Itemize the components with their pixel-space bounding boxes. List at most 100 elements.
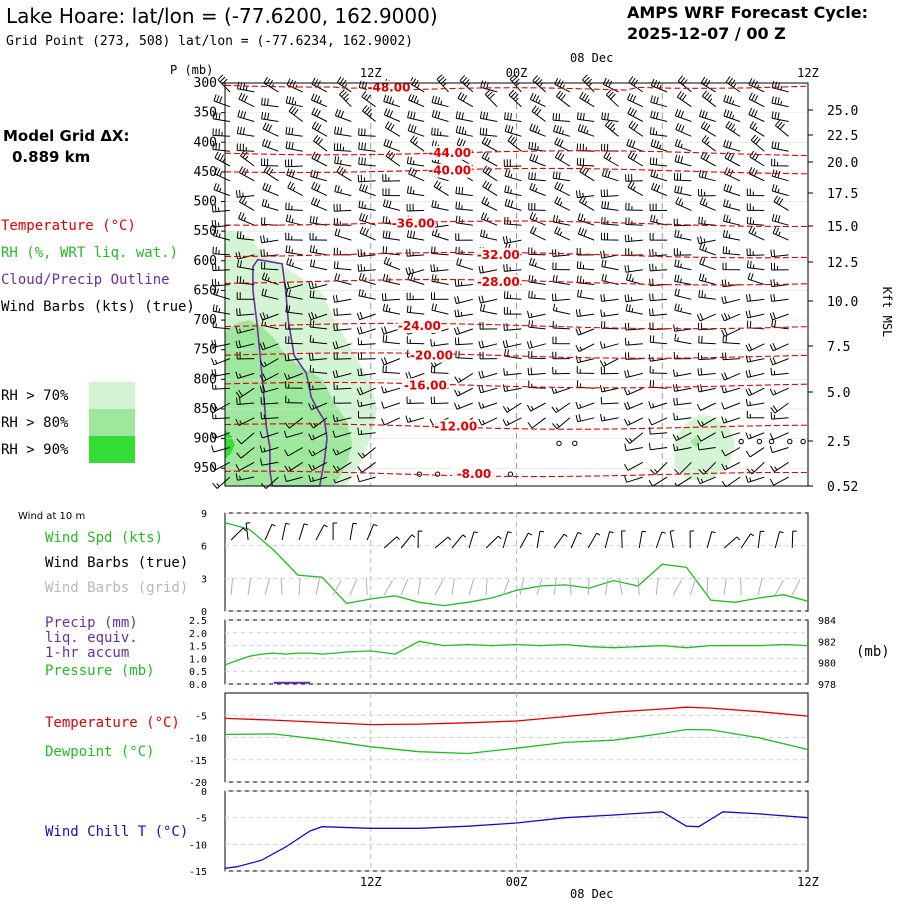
surface-wind-barb-true <box>282 523 290 540</box>
precip-accum-label: 1-hr accum <box>45 645 129 661</box>
surface-wind-barb-true <box>350 523 357 540</box>
pressure-axis-label: P (mb) <box>170 63 213 77</box>
time-tick-label-bottom: 12Z <box>797 875 819 889</box>
surface-wind-barb-true <box>486 536 501 548</box>
wind-barbs-grid-label: Wind Barbs (grid) <box>45 580 188 596</box>
time-tick-label-top: 12Z <box>797 66 819 80</box>
pressure-tick-label: 650 <box>194 283 217 298</box>
dewpoint-label: Dewpoint (°C) <box>45 744 155 760</box>
pressure-tick-label: 600 <box>194 254 217 269</box>
height-tick-label: 2.5 <box>827 435 850 450</box>
wind-barbs-true-label: Wind Barbs (true) <box>45 555 188 571</box>
precip-tick-label: 1.5 <box>189 642 207 653</box>
surface-wind-barb-grid <box>401 579 408 595</box>
height-tick-label: 17.5 <box>827 187 858 202</box>
pressure-tick-label: 950 <box>194 461 217 476</box>
surface-wind-barb-grid <box>605 578 608 595</box>
surface-wind-barb-grid <box>758 578 762 595</box>
surface-wind-barb-grid <box>724 578 726 595</box>
wind-chill-label: Wind Chill T (°C) <box>45 824 188 840</box>
temperature-contour-label: -40.00 <box>428 164 471 178</box>
temperature-tick-label: -5 <box>195 711 207 722</box>
precip-tick-label: 0.5 <box>189 667 207 678</box>
surface-wind-barb-true <box>231 528 246 540</box>
wind-chill-tick-label: -10 <box>189 840 207 851</box>
wind-chill-tick-label: -5 <box>195 814 207 825</box>
pressure-tick-label: 980 <box>818 659 836 670</box>
wind-speed-label: Wind Spd (kts) <box>45 530 163 546</box>
temperature-contour-label: -36.00 <box>392 216 435 230</box>
pressure-tick-label: 350 <box>194 106 217 121</box>
precip-liq-label: liq. equiv. <box>45 630 138 646</box>
legend-rh: RH (%, WRT liq. wat.) <box>1 245 178 261</box>
temperature-contour-label: -32.00 <box>477 248 520 262</box>
pressure-tick-label: 850 <box>194 402 217 417</box>
pressure-tick-label: 300 <box>194 76 217 91</box>
cycle-date: 2025-12-07 / 00 Z <box>627 24 786 43</box>
surface-wind-barb-grid <box>299 578 300 595</box>
surface-wind-barb-true <box>246 523 250 540</box>
model-grid-value: 0.889 km <box>12 148 90 166</box>
time-tick-label-top: 00Z <box>506 66 528 80</box>
time-tick-label-bottom: 00Z <box>506 875 528 889</box>
surface-wind-barb-grid <box>619 578 622 595</box>
precip-tick-label: 0.0 <box>189 680 207 691</box>
surface-wind-barb-grid <box>792 580 800 595</box>
pressure-tick-label: 450 <box>194 165 217 180</box>
temperature-contour-label: -28.00 <box>477 275 520 289</box>
legend-swatch-rh70 <box>89 382 135 409</box>
surface-wind-barb-true <box>333 523 337 540</box>
height-tick-label: 10.0 <box>827 295 858 310</box>
legend-swatch-rh90 <box>89 436 135 463</box>
surface-wind-barb-grid <box>281 578 282 595</box>
height-tick-label: 15.0 <box>827 220 858 235</box>
surface-wind-barb-grid <box>570 578 571 595</box>
height-tick-label: 5.0 <box>827 386 850 401</box>
wind-chill-tick-label: 0 <box>201 787 207 798</box>
surface-wind-barb-grid <box>350 579 357 595</box>
surface-wind-barb-grid <box>366 578 367 595</box>
surface-wind-barb-grid <box>231 578 232 595</box>
kft-axis-label: Kft MSL <box>880 287 894 338</box>
bottom-date-label: 08 Dec <box>570 887 613 900</box>
surface-wind-barb-true <box>724 537 740 548</box>
pressure-tick-label: 550 <box>194 224 217 239</box>
surface-wind-barb-grid <box>384 580 393 595</box>
precip-tick-label: 2.0 <box>189 629 207 640</box>
surface-wind-barb-true <box>299 524 308 540</box>
temperature-contour-label: -16.00 <box>404 378 447 392</box>
pressure-tick-label: 800 <box>194 372 217 387</box>
legend-rh80: RH > 80% <box>1 415 69 431</box>
height-tick-label: 22.5 <box>827 129 858 144</box>
legend-rh90: RH > 90% <box>1 442 69 458</box>
time-tick-label-top: 12Z <box>360 66 382 80</box>
surface-wind-barb-grid <box>690 579 696 595</box>
wind-chill-tick-label: -15 <box>189 867 207 878</box>
surface-wind-barb-grid <box>469 579 474 595</box>
surface-wind-barb-true <box>367 524 377 540</box>
precip-tick-label: 1.0 <box>189 654 207 665</box>
surface-wind-barb-true <box>265 524 275 540</box>
temperature-contour-label: -12.00 <box>434 420 477 434</box>
wind-speed-tick-label: 6 <box>201 542 207 553</box>
height-tick-label: 7.5 <box>827 340 850 355</box>
surface-wind-barb-grid <box>638 578 639 595</box>
surface-wind-barb-grid <box>673 580 681 595</box>
temperature-tick-label: -15 <box>189 756 207 767</box>
cycle-label: AMPS WRF Forecast Cycle: <box>627 3 868 22</box>
top-date-label: 08 Dec <box>570 51 613 65</box>
surface-wind-barb-grid <box>520 578 524 595</box>
mb-unit-label: (mb) <box>856 644 890 660</box>
wind-speed-tick-label: 9 <box>201 509 207 520</box>
surface-wind-barb-true <box>554 534 567 548</box>
model-grid-label: Model Grid ΔX: <box>3 127 130 145</box>
precip-label: Precip (mm) <box>45 615 138 631</box>
surface-wind-barb-grid <box>316 578 319 595</box>
temperature-contour-label: -20.00 <box>410 349 453 363</box>
legend-temperature: Temperature (°C) <box>1 218 136 234</box>
pressure-line <box>225 641 808 665</box>
pressure-tick-label: 750 <box>194 343 217 358</box>
time-tick-label-bottom: 12Z <box>360 875 382 889</box>
legend-swatch-rh80 <box>89 409 135 436</box>
legend-cloud: Cloud/Precip Outline <box>1 272 170 288</box>
